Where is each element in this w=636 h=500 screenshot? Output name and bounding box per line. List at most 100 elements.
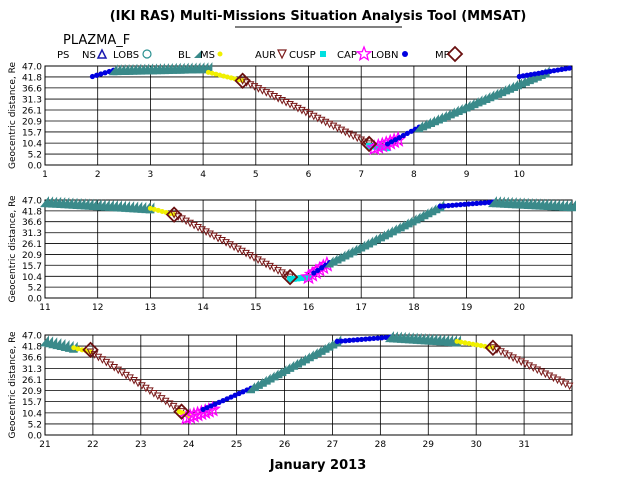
data-point-lobn [551,68,557,74]
data-point-lobn [216,399,222,405]
x-tick-label: 6 [306,170,312,180]
data-point-lobn [404,130,410,137]
data-point-lobn [102,70,108,76]
data-point-lobn [384,141,391,147]
data-point-ms [462,340,468,346]
data-point-lobn [566,65,572,71]
legend-symbol-lobn [402,51,408,57]
segment-bl [108,62,213,76]
y-tick-label: 15.7 [22,262,42,272]
mp-marker [165,206,183,223]
x-axis-label: January 2013 [269,458,366,473]
y-tick-label: 20.9 [22,117,42,127]
data-point-lobn [457,202,464,208]
y-tick-label: 36.6 [22,354,42,364]
segment-lobn [437,199,496,209]
data-point-lobn [342,338,348,344]
panel-2: 0.05.210.415.720.926.131.336.641.847.0 11… [8,195,576,313]
data-point-lobn [539,70,546,76]
data-point-lobn [470,201,476,207]
legend-symbol-lobs [142,49,152,59]
data-point-lobn [371,335,377,342]
data-point-lobn [461,201,468,207]
data-point-lobn [400,132,406,139]
x-tick-label: 31 [518,440,529,450]
data-point-cusp [373,143,380,150]
y-tick-label: 47.0 [22,63,42,73]
data-point-lobn [315,267,321,273]
y-tick-label: 5.2 [28,151,42,161]
x-tick-label: 22 [87,440,98,450]
x-tick-label: 30 [470,440,482,450]
legend-label-bl: BL [178,50,191,61]
data-point-bl [48,337,58,349]
y-tick-label: 0.0 [28,432,43,442]
x-tick-label: 23 [135,440,146,450]
data-point-ms [79,347,85,353]
data-point-ms [213,71,219,77]
data-point-ms [71,345,77,351]
legend-symbol-cap [355,45,373,62]
x-tick-label: 4 [200,170,206,180]
data-point-ms [228,75,234,81]
data-point-lobn [482,200,488,206]
x-tick-label: 9 [464,170,470,180]
legend: PS NS LOBS BL MS AUR CUSP CAP LOBN MP [57,45,464,63]
data-point-lobn [232,392,238,398]
y-tick-label: 26.1 [22,107,42,117]
segment-bl [246,335,342,394]
data-point-cusp [287,276,294,283]
legend-symbol-bl [194,50,202,58]
segment-bl [324,200,445,268]
data-point-bl [44,336,54,348]
y-tick-label: 5.2 [28,420,42,430]
mp-marker [173,403,190,420]
legend-symbol-ns [96,48,108,59]
x-tick-label: 5 [253,170,259,180]
data-point-ms [159,208,165,214]
data-point-lobn [236,390,242,397]
data-point-lobn [358,336,365,343]
data-point-ms [454,338,460,344]
y-tick-label: 0.0 [28,162,43,172]
x-tick-label: 27 [327,440,338,450]
x-tick-label: 24 [183,440,195,450]
y-tick-label: 31.3 [22,365,42,375]
segment-bl [40,196,155,214]
y-tick-label: 0.0 [28,295,43,305]
data-point-ms [470,341,476,347]
mp-marker [82,341,99,359]
y-tick-label: 20.9 [22,251,42,261]
x-tick-label: 13 [145,303,156,313]
data-point-lobn [204,405,210,411]
data-point-lobn [516,73,522,80]
legend-label-cap: CAP [337,50,357,61]
data-point-lobn [441,203,447,209]
y-tick-label: 15.7 [22,398,42,408]
data-point-bl [60,339,70,351]
y-tick-label: 10.4 [22,140,42,150]
data-point-bl [567,200,576,212]
chart-title: (IKI RAS) Multi-Missions Situation Analy… [110,9,527,24]
data-point-ms [147,205,153,211]
data-point-lobn [375,335,381,341]
data-point-lobn [555,67,561,73]
y-tick-label: 31.3 [22,96,42,106]
data-point-lobn [200,406,206,413]
data-point-ms [221,73,227,79]
legend-label-ps: PS [57,50,69,61]
y-tick-label: 41.8 [22,207,42,217]
x-tick-label: 12 [92,303,103,313]
data-point-ms [75,346,81,352]
data-point-lobn [528,71,534,78]
data-point-lobn [474,200,480,206]
y-tick-label: 47.0 [22,197,42,207]
y-tick-label: 41.8 [22,343,42,353]
x-tick-label: 2 [95,170,101,180]
x-tick-label: 1 [42,170,48,180]
data-point-lobn [311,270,317,276]
data-point-lobn [338,338,344,344]
data-point-lobn [524,72,530,78]
data-point-lobn [535,70,542,76]
